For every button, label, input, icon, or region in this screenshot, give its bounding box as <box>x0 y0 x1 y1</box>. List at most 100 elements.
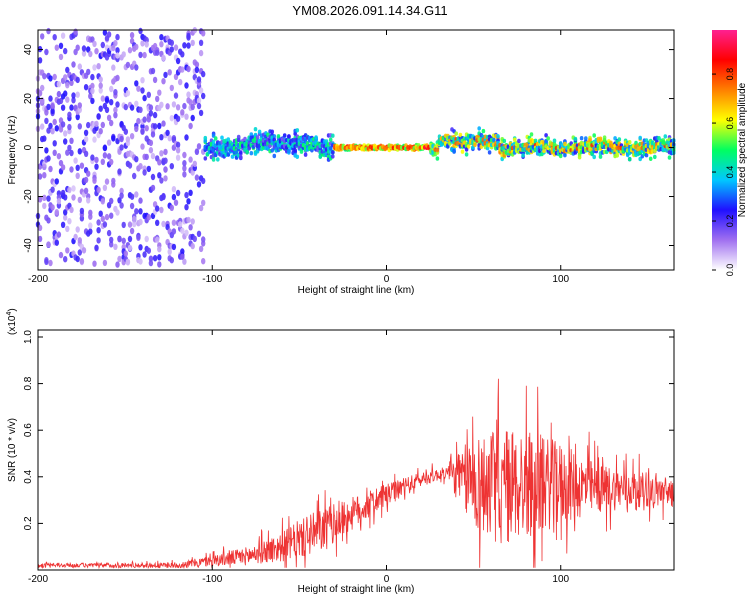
spectrogram-cell <box>96 227 101 234</box>
spectrogram-cell <box>88 50 93 58</box>
spectrogram-cell <box>473 142 477 148</box>
spectrogram-cell <box>50 102 55 110</box>
spectrogram-cell <box>592 154 596 160</box>
colorbar-tick-label: 0.4 <box>725 166 735 179</box>
spectrogram-cell <box>56 153 62 160</box>
spectrogram-cell <box>150 184 156 192</box>
spectrogram-cell <box>194 66 200 74</box>
spectrogram-cell <box>96 113 101 120</box>
spectrogram-cell <box>77 106 83 114</box>
spectrogram-cell <box>134 43 139 51</box>
spectrogram-cell <box>48 95 53 102</box>
spectrogram-cell <box>552 138 557 143</box>
spectrogram-cell <box>113 39 118 47</box>
spectrogram-cell <box>167 248 172 255</box>
spectrogram-cell <box>71 185 76 192</box>
spectrogram-cell <box>62 214 68 221</box>
spectrogram-cell <box>169 39 174 46</box>
spectrogram-cell <box>186 198 191 205</box>
spectrogram-cell <box>529 132 534 137</box>
spectrogram-cell <box>75 172 80 179</box>
spectrogram-cell <box>146 165 151 173</box>
spectrogram-cell <box>52 34 57 41</box>
spectrogram-cell <box>52 118 57 126</box>
spectrogram-cell <box>46 155 51 162</box>
colorbar: 0.0 0.2 0.4 0.6 0.8 Normalized spectral ampl… <box>712 30 748 276</box>
spectrogram-cell <box>67 186 72 194</box>
spectrogram-cell <box>161 220 166 228</box>
spectrogram-cell <box>83 129 89 136</box>
spectrogram-cell <box>94 120 99 128</box>
spectrogram-cell <box>100 95 106 102</box>
spectrogram-cell <box>163 157 168 164</box>
spectrogram-cell <box>134 156 139 163</box>
spectrogram-cell <box>167 135 172 142</box>
spectrogram-cell <box>119 192 124 199</box>
spectrogram-cell <box>588 138 592 143</box>
spectrogram-cell <box>123 128 128 135</box>
spectrogram-cell <box>46 127 51 134</box>
spectrogram-cell <box>159 101 164 109</box>
spectrogram-cell <box>303 152 308 157</box>
spectrogram-cell <box>75 44 80 51</box>
spectrogram-cell <box>169 257 174 264</box>
spectrogram-cell <box>37 57 43 64</box>
spectrogram-cell <box>100 215 106 223</box>
spectrogram-cell <box>196 76 202 83</box>
spectrogram-cell <box>79 162 85 169</box>
spectrogram-cell <box>71 97 76 104</box>
spectrogram-cell <box>92 136 97 143</box>
spectrogram-cell <box>192 160 197 167</box>
spectrogram-cell <box>106 31 112 38</box>
spectrogram-cell <box>65 149 70 156</box>
spectrogram-cell <box>150 131 156 138</box>
spectrogram-cell <box>138 258 143 265</box>
spectrogram-cell <box>104 97 110 104</box>
spectrogram-cell <box>102 184 108 191</box>
spectrogram-cell <box>138 51 143 59</box>
y-tick-label: 0 <box>23 144 34 150</box>
spectrogram-cell <box>37 173 43 180</box>
spectrogram-cell <box>169 84 174 92</box>
spectrogram-cell <box>65 96 70 103</box>
spectrogram-cell <box>67 218 72 225</box>
snr-series-line <box>37 378 675 570</box>
spectrogram-cell <box>188 189 193 196</box>
spectrogram-cell <box>140 123 145 130</box>
spectrogram-cell <box>182 171 187 178</box>
spectrogram-cell <box>184 113 189 120</box>
x-tick-label: 0 <box>384 574 390 585</box>
y-tick-label: 1.0 <box>23 330 34 344</box>
spectrogram-cell <box>201 258 206 265</box>
spectrogram-cell <box>77 249 83 256</box>
spectrogram-cell <box>192 235 197 243</box>
spectrogram-cell <box>98 82 103 89</box>
spectrogram-cell <box>144 235 149 243</box>
spectrogram-cell <box>40 33 45 40</box>
spectrogram-cell <box>119 202 124 209</box>
spectrogram-cell <box>180 227 185 234</box>
x-tick-label: -100 <box>202 574 222 585</box>
spectrogram-cell <box>167 69 172 76</box>
spectrogram-cell <box>496 134 500 139</box>
spectrogram-cell <box>109 119 114 127</box>
spectrogram-cell <box>182 42 187 49</box>
spectrogram-cell <box>161 54 166 62</box>
spectrogram-cell <box>96 219 101 226</box>
spectrogram-cell <box>58 251 64 259</box>
spectrogram-cell <box>102 29 108 36</box>
spectrogram-cell <box>638 135 642 141</box>
spectrogram-cell <box>140 143 145 150</box>
y-tick-label: 0.2 <box>23 516 34 530</box>
spectrogram-cell <box>69 137 74 144</box>
spectrogram-cell <box>152 76 158 84</box>
spectrogram-cell <box>198 87 204 94</box>
spectrogram-cell <box>48 75 53 82</box>
spectrogram-cell <box>65 66 70 74</box>
spectrogram-cell <box>71 61 76 68</box>
colorbar-tick-label: 0.8 <box>725 68 735 81</box>
spectrogram-cell <box>542 148 546 154</box>
spectrogram-cell <box>140 40 145 47</box>
spectrogram-cell <box>88 222 93 229</box>
